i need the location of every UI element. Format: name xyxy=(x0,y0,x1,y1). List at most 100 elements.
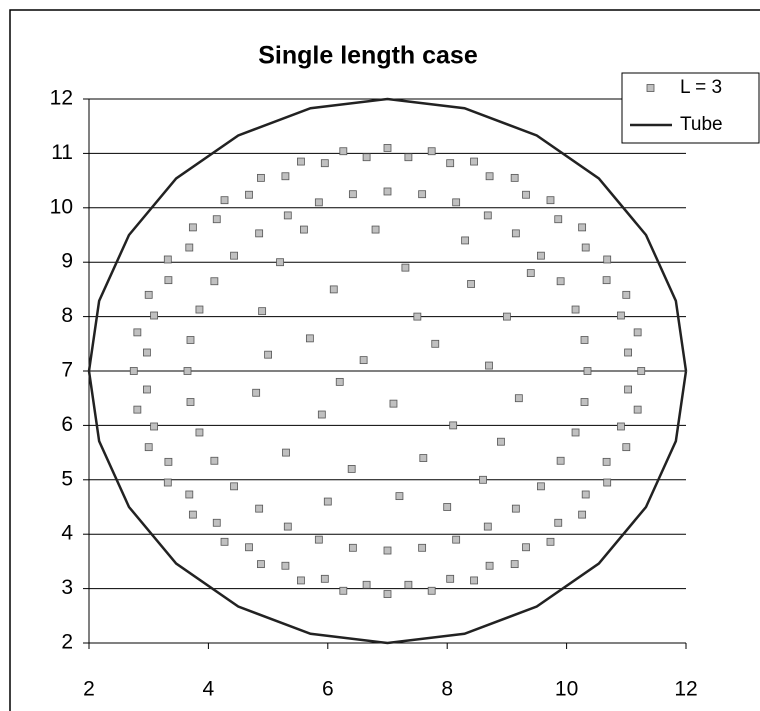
scatter-point xyxy=(449,421,458,430)
y-tick-label: 11 xyxy=(51,141,73,164)
scatter-point xyxy=(297,157,305,166)
scatter-point xyxy=(413,312,422,321)
scatter-point xyxy=(446,159,455,168)
scatter-point xyxy=(461,236,470,245)
scatter-point xyxy=(526,269,535,277)
scatter-point xyxy=(133,405,142,414)
scatter-point xyxy=(320,159,329,168)
scatter-point xyxy=(186,398,195,406)
scatter-point xyxy=(359,356,368,365)
scatter-point xyxy=(320,574,329,583)
scatter-point xyxy=(546,537,555,546)
scatter-point xyxy=(485,561,494,570)
scatter-point xyxy=(578,510,587,519)
scatter-point xyxy=(348,190,357,199)
legend-label: Tube xyxy=(680,114,723,135)
scatter-point xyxy=(602,457,611,466)
scatter-point xyxy=(297,576,305,585)
scatter-point xyxy=(383,187,392,196)
scatter-point xyxy=(446,574,455,583)
tube-line xyxy=(87,97,688,645)
scatter-point xyxy=(195,428,204,437)
scatter-point xyxy=(230,482,238,491)
scatter-point xyxy=(602,276,611,285)
scatter-point xyxy=(470,157,478,166)
scatter-point xyxy=(431,339,440,348)
scatter-point xyxy=(283,211,292,220)
scatter-point xyxy=(362,580,371,589)
scatter-point xyxy=(144,290,153,299)
scatter-point xyxy=(510,560,519,569)
scatter-point xyxy=(418,543,427,552)
x-tick-label: 12 xyxy=(674,678,697,701)
scatter-point xyxy=(556,456,565,465)
scatter-point xyxy=(427,147,436,156)
scatter-point xyxy=(583,367,592,375)
scatter-point xyxy=(255,229,264,238)
scatter-point xyxy=(510,173,519,182)
scatter-point xyxy=(617,311,625,320)
scatter-point xyxy=(257,560,265,569)
x-tick-label: 6 xyxy=(322,678,334,701)
scatter-point xyxy=(571,305,580,314)
scatter-point xyxy=(389,399,398,408)
scatter-point xyxy=(511,504,520,513)
scatter-point xyxy=(452,198,461,207)
scatter-point xyxy=(522,543,530,552)
legend-marker xyxy=(646,84,655,92)
scatter-point xyxy=(404,153,413,162)
scatter-point xyxy=(305,334,314,343)
y-tick-label: 4 xyxy=(61,522,73,545)
scatter-point xyxy=(133,328,142,337)
scatter-point xyxy=(335,377,344,386)
scatter-point xyxy=(554,215,563,224)
scatter-point xyxy=(580,336,589,344)
scatter-point xyxy=(603,478,612,487)
scatter-point xyxy=(470,576,478,585)
scatter-point xyxy=(212,518,221,527)
scatter-point xyxy=(220,196,229,205)
scatter-point xyxy=(617,422,625,431)
scatter-point xyxy=(252,388,261,397)
scatter-point xyxy=(348,543,357,552)
x-tick-label: 4 xyxy=(203,678,215,701)
y-tick-label: 9 xyxy=(61,250,73,273)
scatter-point xyxy=(300,225,308,234)
scatter-point xyxy=(144,443,153,452)
y-tick-label: 2 xyxy=(61,631,73,654)
scatter-point xyxy=(622,290,631,299)
scatter-point xyxy=(276,258,284,267)
scatter-point xyxy=(624,385,632,394)
scatter-point xyxy=(258,307,267,316)
scatter-point xyxy=(401,263,410,272)
scatter-point xyxy=(624,348,632,357)
scatter-point xyxy=(522,190,530,199)
scatter-point xyxy=(188,223,197,232)
legend-box xyxy=(621,72,760,144)
scatter-point xyxy=(383,144,392,152)
y-tick-label: 3 xyxy=(61,576,73,599)
y-tick-label: 8 xyxy=(61,304,73,327)
legend-label: L = 3 xyxy=(680,77,722,98)
scatter-point xyxy=(143,348,151,357)
scatter-point xyxy=(581,243,590,252)
scatter-point xyxy=(467,280,475,288)
scatter-point xyxy=(264,350,273,359)
scatter-point xyxy=(210,456,219,465)
scatter-point xyxy=(220,537,229,546)
scatter-point xyxy=(163,255,172,264)
scatter-point xyxy=(371,225,380,234)
scatter-point xyxy=(210,277,219,286)
scatter-point xyxy=(281,561,290,570)
scatter-point xyxy=(150,422,158,431)
x-tick-label: 2 xyxy=(83,678,95,701)
scatter-point xyxy=(556,277,565,286)
scatter-point xyxy=(185,243,194,252)
y-tick-label: 10 xyxy=(50,195,73,218)
scatter-point xyxy=(212,215,221,224)
scatter-point xyxy=(347,465,356,473)
scatter-point xyxy=(339,147,348,156)
scatter-point xyxy=(323,497,332,506)
scatter-point xyxy=(419,454,428,462)
